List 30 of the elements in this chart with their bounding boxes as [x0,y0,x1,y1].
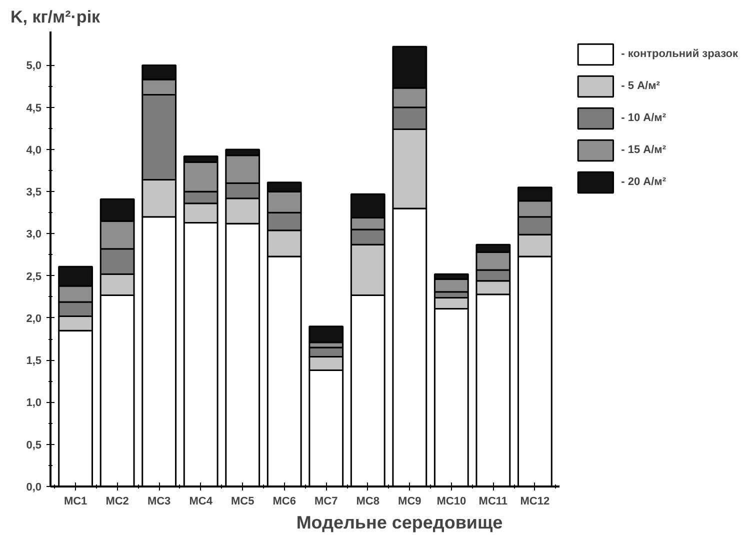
legend-label: - 10 А/м² [621,112,666,124]
y-axis-title: K, кг/м²·рік [10,8,101,26]
x-tick-label: МС11 [478,496,508,508]
x-axis-title: Модельне середовище [296,512,503,532]
x-tick-label: МС5 [230,496,254,508]
x-tick-label: МС3 [147,496,171,508]
x-tick-label: МС4 [189,496,214,508]
x-tick-label: МС8 [356,496,380,508]
y-tick-label: 4,5 [26,102,42,114]
y-tick-label: 2,0 [26,312,42,325]
y-tick-label: 2,5 [26,270,42,283]
x-tick-label: МС7 [314,496,338,508]
y-tick-label: 1,5 [26,355,42,368]
y-tick-label: 4,0 [26,144,42,156]
x-tick-label: МС6 [272,496,296,508]
x-tick-label: МС12 [520,496,550,508]
legend-label: - 5 А/м² [621,80,660,92]
y-tick-label: 1,0 [26,397,42,410]
y-tick-label: 5,0 [26,60,42,72]
y-tick-label: 3,5 [26,186,42,199]
legend-label: - 20 А/м² [621,176,666,188]
x-tick-label: МС9 [398,496,422,508]
x-tick-label: МС1 [64,496,88,508]
y-tick-label: 0,0 [26,482,42,494]
y-tick-label: 0,5 [26,439,42,452]
y-tick-label: 3,0 [26,228,42,241]
x-tick-label: МС10 [436,496,466,508]
legend-label: - контрольний зразок [621,48,738,60]
legend-label: - 15 А/м² [621,144,666,156]
x-tick-label: МС2 [106,496,129,508]
